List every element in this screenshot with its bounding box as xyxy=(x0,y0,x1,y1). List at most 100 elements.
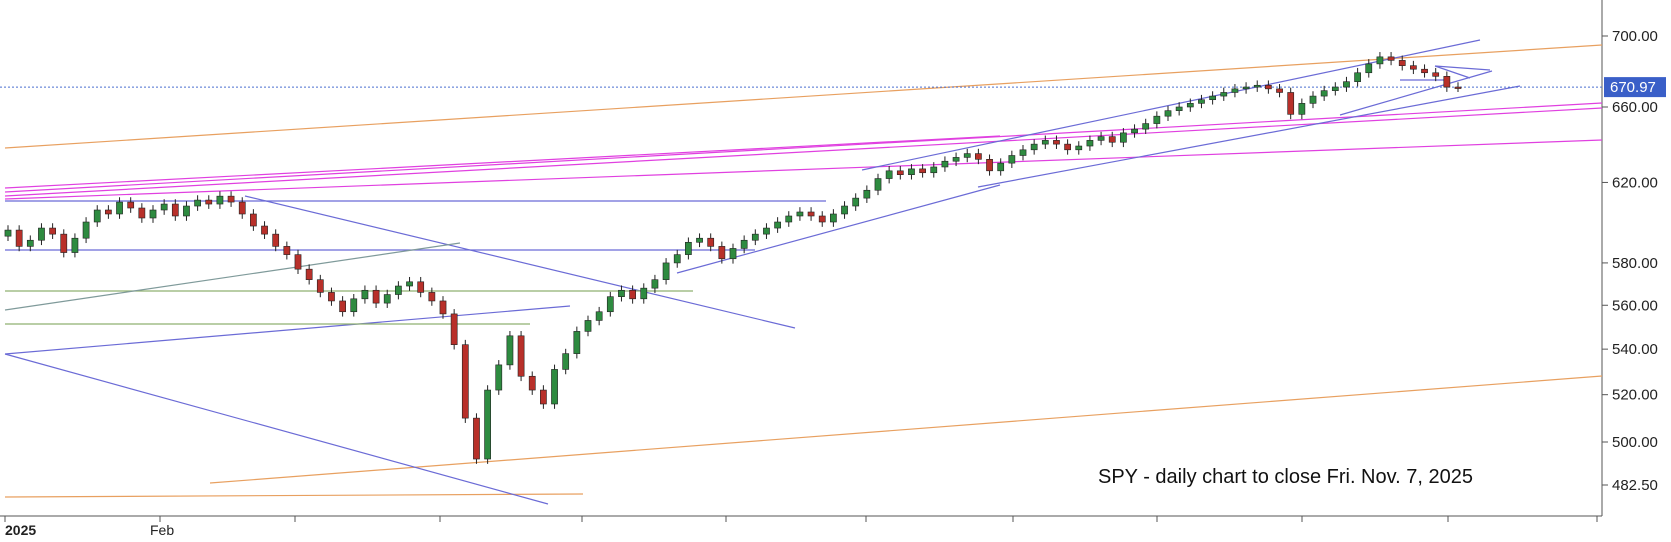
candle-body xyxy=(38,227,45,241)
candle xyxy=(595,306,603,326)
trendline xyxy=(676,184,1001,274)
y-tick-label: 560.00 xyxy=(1612,297,1658,314)
candle xyxy=(774,217,781,233)
candle xyxy=(584,315,592,337)
candle-body xyxy=(986,159,993,172)
candle xyxy=(60,229,68,258)
candle xyxy=(1276,84,1283,98)
candle xyxy=(216,191,224,209)
candle-body xyxy=(171,203,179,217)
candle xyxy=(807,207,815,221)
candle xyxy=(1454,82,1462,92)
candle-body xyxy=(1064,143,1071,151)
candle-body xyxy=(740,239,748,249)
candle-body xyxy=(406,281,413,287)
candle xyxy=(506,330,514,370)
candle xyxy=(1231,84,1239,98)
candle xyxy=(896,166,904,180)
candle xyxy=(1331,82,1339,96)
candle-body xyxy=(450,313,458,345)
candle xyxy=(1164,105,1172,122)
candle xyxy=(417,276,425,298)
trendline xyxy=(209,375,1603,484)
candle-body xyxy=(294,254,302,270)
candle-body xyxy=(685,241,692,255)
candle-body xyxy=(1242,86,1250,90)
candle xyxy=(461,339,469,423)
candle xyxy=(1421,64,1428,78)
y-tick-label: 482.50 xyxy=(1612,477,1658,494)
candle xyxy=(685,237,692,260)
candle xyxy=(908,164,915,180)
x-tick-label: 2025 xyxy=(5,522,36,538)
candle xyxy=(1365,59,1373,78)
candle xyxy=(1019,144,1027,161)
candle-body xyxy=(1153,115,1161,124)
candle xyxy=(439,296,447,319)
candle-body xyxy=(896,170,904,175)
candle xyxy=(885,166,893,184)
candle xyxy=(1410,60,1417,75)
candle-body xyxy=(975,153,982,160)
candle-body xyxy=(361,289,369,300)
candle-body xyxy=(540,389,547,405)
candle xyxy=(372,285,380,308)
candle-body xyxy=(93,209,101,223)
candle xyxy=(116,197,123,219)
candle xyxy=(818,211,826,227)
candle xyxy=(986,154,993,176)
candle-body xyxy=(874,178,882,191)
candle-body xyxy=(1220,92,1228,97)
candle-body xyxy=(1320,90,1328,97)
candle-body xyxy=(1454,86,1462,89)
candle-body xyxy=(205,199,213,205)
candle-body xyxy=(1097,136,1105,141)
candle xyxy=(473,413,480,464)
candle xyxy=(673,249,681,268)
candle xyxy=(26,235,34,252)
candle-body xyxy=(729,248,737,260)
candle-body xyxy=(528,375,536,391)
candle xyxy=(1175,102,1183,116)
candle-body xyxy=(250,213,257,227)
candle-body xyxy=(383,294,391,304)
candle-body xyxy=(149,209,157,219)
candle-body xyxy=(1041,140,1049,145)
candle-body xyxy=(1387,56,1395,61)
candle xyxy=(618,285,625,302)
candle-body xyxy=(562,353,570,370)
candle-body xyxy=(584,320,592,332)
candle xyxy=(997,158,1005,176)
candle-body xyxy=(919,168,926,174)
candle-body xyxy=(15,229,23,247)
candle-body xyxy=(796,211,804,217)
candle xyxy=(696,233,703,248)
candle xyxy=(283,241,291,260)
candle xyxy=(93,205,101,227)
candle xyxy=(1287,87,1295,120)
candle xyxy=(4,225,12,242)
candle xyxy=(751,229,759,246)
candle-body xyxy=(573,331,581,354)
candle xyxy=(528,371,536,395)
candle xyxy=(127,197,135,213)
candle xyxy=(841,201,848,219)
candle-body xyxy=(774,221,781,229)
candle-body xyxy=(339,300,346,313)
candle-body xyxy=(863,189,871,199)
trendline xyxy=(4,135,1001,189)
candle-body xyxy=(1142,123,1150,130)
candle-body xyxy=(1365,63,1373,74)
candle-body xyxy=(830,213,837,223)
candle-body xyxy=(751,233,759,241)
x-tick-label: Feb xyxy=(150,522,174,538)
candle xyxy=(1108,131,1116,148)
candle-body xyxy=(1186,103,1194,108)
candle-body xyxy=(1432,72,1440,77)
candle-body xyxy=(4,229,12,237)
candle xyxy=(740,235,748,254)
candle xyxy=(1008,150,1016,168)
candle-body xyxy=(417,281,425,293)
candle xyxy=(863,185,871,203)
